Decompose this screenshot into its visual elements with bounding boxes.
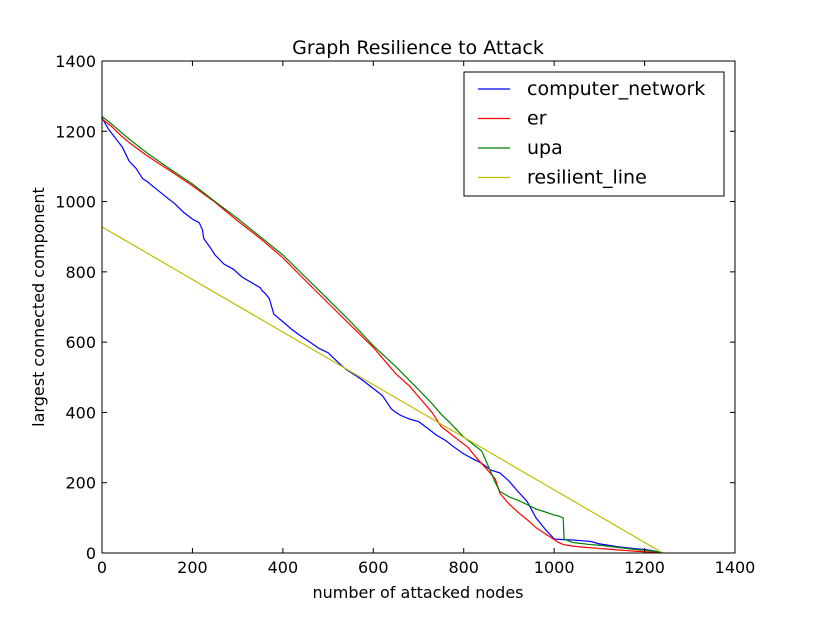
legend-label-resilient-line: resilient_line — [527, 167, 647, 189]
y-tick-label: 1200 — [55, 122, 96, 141]
x-tick-label: 200 — [177, 558, 208, 577]
y-tick-label: 1400 — [55, 52, 96, 71]
series-line-upa — [102, 116, 663, 553]
y-tick-label: 200 — [65, 474, 96, 493]
chart-title: Graph Resilience to Attack — [292, 37, 544, 59]
x-axis-label: number of attacked nodes — [312, 583, 523, 602]
x-tick-label: 1200 — [624, 558, 665, 577]
legend-label-er: er — [527, 108, 547, 130]
series-layer — [102, 116, 663, 553]
x-tick-label: 800 — [448, 558, 479, 577]
legend-box — [463, 71, 725, 197]
legend-label-computer-network: computer_network — [527, 78, 705, 100]
y-tick-label: 0 — [86, 544, 96, 563]
y-axis-label: largest connected component — [29, 187, 48, 427]
legend-label-upa: upa — [527, 137, 563, 159]
x-tick-label: 400 — [268, 558, 299, 577]
series-line-er — [102, 118, 663, 553]
y-tick-label: 600 — [65, 333, 96, 352]
x-tick-label: 1400 — [715, 558, 756, 577]
x-tick-label: 600 — [358, 558, 389, 577]
series-line-computer-network — [102, 117, 663, 553]
y-tick-label: 1000 — [55, 193, 96, 212]
y-tick-label: 400 — [65, 403, 96, 422]
x-tick-label: 1000 — [534, 558, 575, 577]
series-line-resilient-line — [102, 226, 663, 553]
ticks-layer: 0 200 400 600 800 1000 1200 1400 0 200 400 600 800 10… — [55, 52, 755, 577]
plot-frame — [101, 60, 736, 554]
y-tick-label: 800 — [65, 263, 96, 282]
x-tick-label: 0 — [97, 558, 107, 577]
